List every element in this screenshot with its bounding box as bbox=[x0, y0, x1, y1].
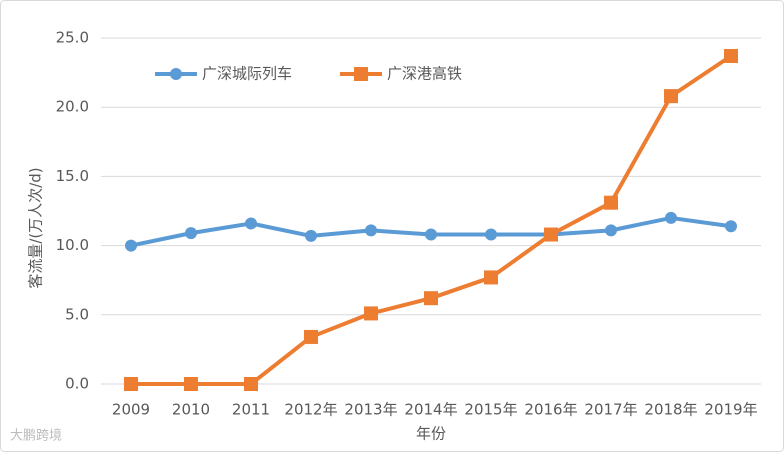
x-tick-label: 2015年 bbox=[464, 401, 517, 419]
marker bbox=[425, 228, 437, 241]
y-tick-label: 0.0 bbox=[65, 375, 89, 393]
marker bbox=[664, 89, 678, 104]
y-tick-label: 5.0 bbox=[65, 305, 89, 323]
marker bbox=[665, 211, 677, 224]
marker bbox=[304, 329, 318, 344]
marker bbox=[424, 291, 438, 306]
marker bbox=[485, 228, 497, 241]
marker bbox=[544, 227, 558, 242]
x-axis-label: 年份 bbox=[416, 425, 446, 443]
marker bbox=[605, 224, 617, 237]
marker bbox=[724, 48, 738, 63]
watermark: 大鹏跨境 bbox=[10, 429, 62, 444]
y-tick-label: 10.0 bbox=[56, 236, 89, 254]
marker bbox=[124, 377, 138, 391]
legend-marker bbox=[170, 68, 182, 80]
x-tick-label: 2009 bbox=[112, 401, 150, 419]
marker bbox=[184, 377, 198, 391]
marker bbox=[364, 306, 378, 321]
legend-label: 广深港高铁 bbox=[387, 65, 462, 83]
marker bbox=[604, 195, 618, 210]
y-axis-label: 客流量/(万人次/d) bbox=[27, 167, 45, 288]
marker bbox=[365, 224, 377, 237]
x-tick-label: 2018年 bbox=[644, 401, 697, 419]
marker bbox=[305, 229, 317, 242]
y-tick-label: 20.0 bbox=[56, 98, 89, 116]
marker bbox=[725, 220, 737, 233]
marker bbox=[245, 217, 257, 230]
marker bbox=[244, 377, 258, 391]
x-tick-label: 2014年 bbox=[404, 401, 457, 419]
y-tick-label: 25.0 bbox=[56, 29, 89, 47]
x-tick-label: 2011 bbox=[232, 401, 270, 419]
marker bbox=[125, 239, 137, 252]
x-tick-label: 2017年 bbox=[584, 401, 637, 419]
marker bbox=[185, 227, 197, 240]
y-tick-label: 15.0 bbox=[56, 167, 89, 185]
x-tick-label: 2013年 bbox=[344, 401, 397, 419]
x-tick-label: 2019年 bbox=[704, 401, 757, 419]
legend-marker bbox=[354, 67, 368, 81]
x-tick-label: 2010 bbox=[172, 401, 210, 419]
x-tick-label: 2016年 bbox=[524, 401, 577, 419]
marker bbox=[484, 270, 498, 285]
legend-label: 广深城际列车 bbox=[202, 65, 292, 83]
x-tick-label: 2012年 bbox=[284, 401, 337, 419]
